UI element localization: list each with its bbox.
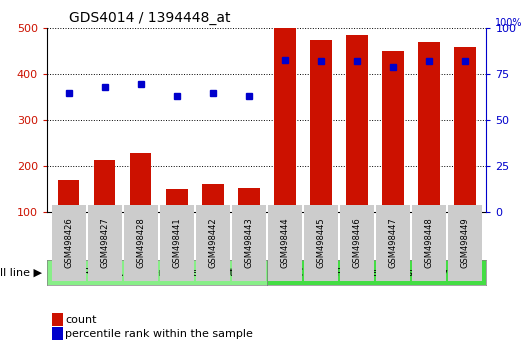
Text: percentile rank within the sample: percentile rank within the sample [65,329,253,339]
Bar [58,180,79,212]
Bar [454,47,475,212]
Text: cell line ▶: cell line ▶ [0,268,42,278]
Bar [310,40,332,212]
Bar [274,28,295,212]
Bar [166,189,188,212]
Text: GSM498446: GSM498446 [353,218,361,268]
Bar [202,184,223,212]
Bar [346,35,368,212]
Bar [418,42,439,212]
Text: GSM498428: GSM498428 [136,218,145,268]
Text: GSM498447: GSM498447 [388,218,397,268]
Text: GDS4014 / 1394448_at: GDS4014 / 1394448_at [69,11,231,24]
Bar [382,51,404,212]
Text: GSM498445: GSM498445 [316,218,325,268]
Text: count: count [65,315,97,325]
Text: CRI-G1-RS (rotenone sensitive): CRI-G1-RS (rotenone sensitive) [295,268,458,278]
Bar [94,160,116,212]
Text: GSM498448: GSM498448 [424,218,433,268]
Text: GSM498442: GSM498442 [208,218,217,268]
Text: GSM498427: GSM498427 [100,218,109,268]
Text: GSM498441: GSM498441 [172,218,181,268]
Text: GSM498443: GSM498443 [244,218,253,268]
Text: GSM498449: GSM498449 [460,218,469,268]
Text: 100%: 100% [495,18,522,28]
Bar [130,153,152,212]
Text: GSM498426: GSM498426 [64,218,73,268]
Text: CRI-G1-RR (rotenone resistant): CRI-G1-RR (rotenone resistant) [76,268,238,278]
Text: GSM498444: GSM498444 [280,218,289,268]
Bar [238,188,259,212]
